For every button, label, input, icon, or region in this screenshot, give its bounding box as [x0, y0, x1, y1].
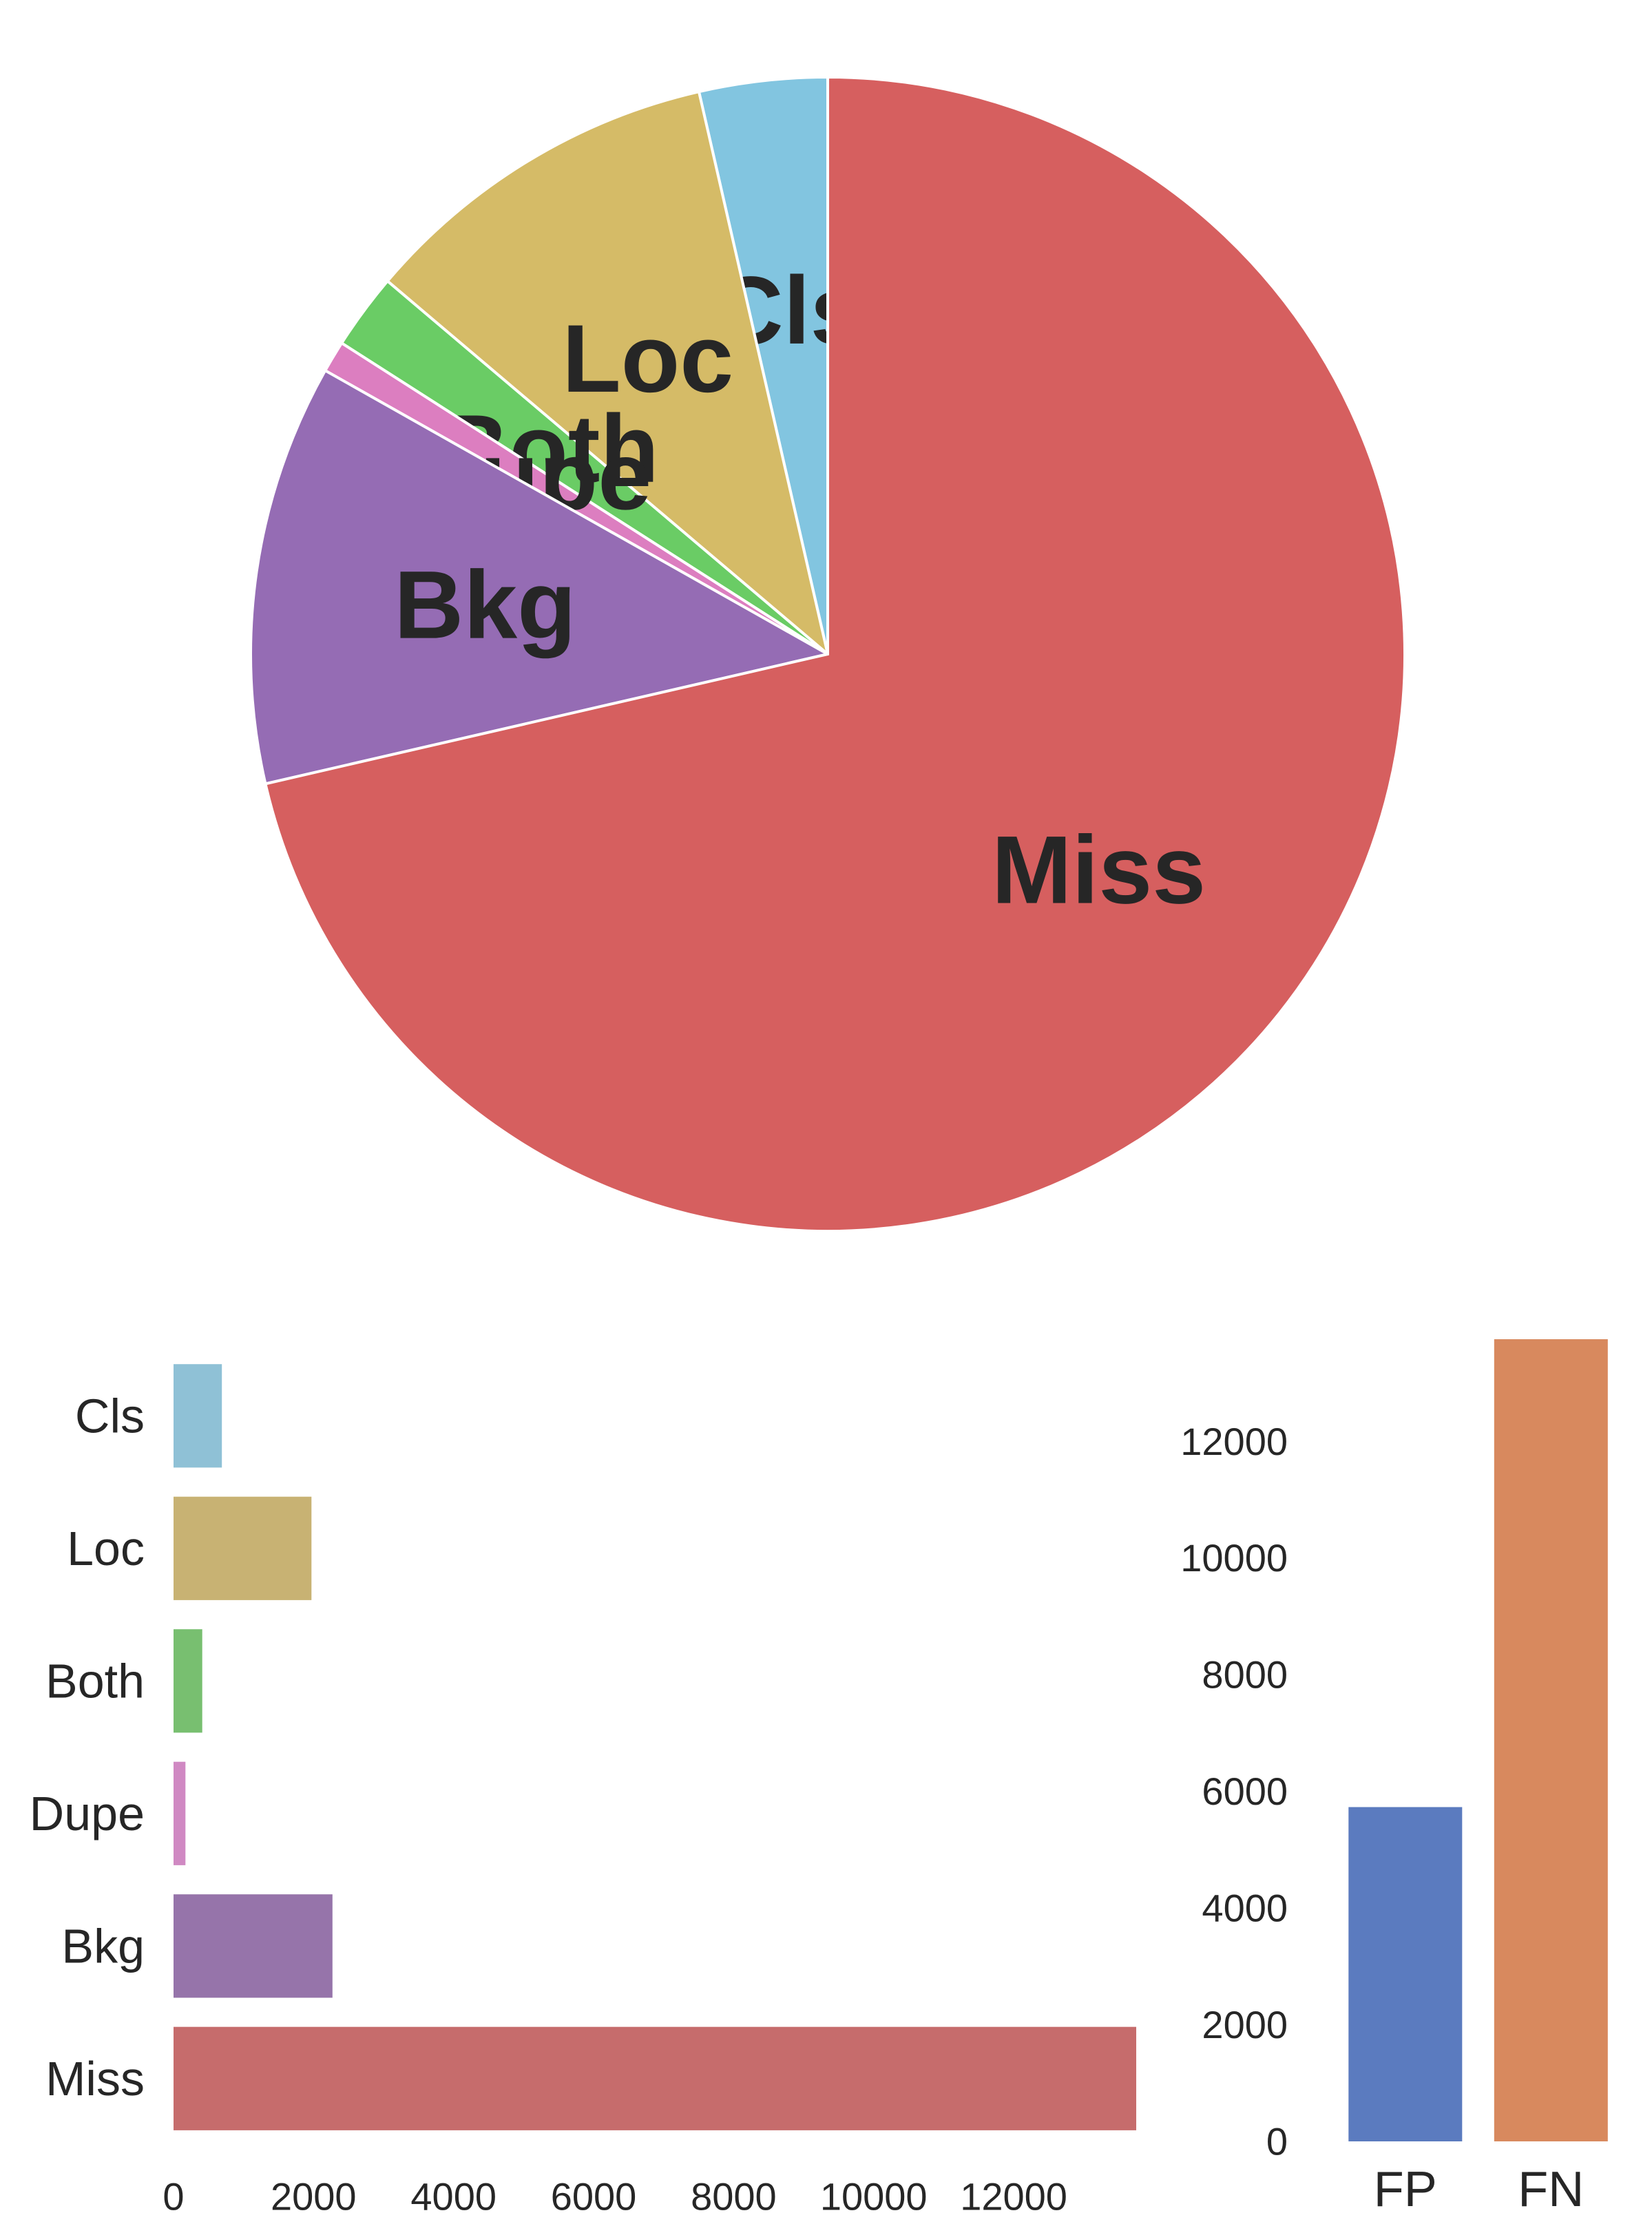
hbar-x-tick-label: 12000 [960, 2175, 1067, 2218]
hbar-category-label-cls: Cls [75, 1389, 145, 1443]
vertical-bar-chart: FP FN 0 2000 4000 6000 8000 10000 12000 [1180, 1339, 1608, 2217]
hbar-x-tick-label: 6000 [551, 2175, 637, 2218]
hbar-x-tick-label: 2000 [271, 2175, 357, 2218]
pie-slice-miss [264, 75, 1406, 1232]
hbar-x-tick-label: 4000 [410, 2175, 496, 2218]
vbar-fn [1494, 1339, 1608, 2141]
hbar-cls [174, 1364, 222, 1468]
hbar-dupe [174, 1761, 186, 1865]
hbar-both [174, 1629, 202, 1733]
hbar-category-label-miss: Miss [45, 2052, 145, 2106]
vbar-y-tick-label: 4000 [1202, 1887, 1288, 1930]
vbar-y-tick-label: 8000 [1202, 1653, 1288, 1697]
hbar-x-tick-label: 8000 [691, 2175, 777, 2218]
hbar-loc [174, 1496, 312, 1600]
vbar-category-label-fp: FP [1374, 2162, 1437, 2217]
pie-slice-bkg [249, 368, 832, 786]
pie-label-miss: Miss [992, 816, 1206, 924]
pie-label-bkg: Bkg [394, 551, 576, 659]
vbar-y-tick-label: 2000 [1202, 2003, 1288, 2046]
hbar-category-label-loc: Loc [67, 1522, 145, 1575]
hbar-x-tick-label: 10000 [820, 2175, 928, 2218]
vbar-y-tick-label: 10000 [1180, 1536, 1288, 1580]
vbar-fp [1348, 1807, 1463, 2141]
vbar-y-tick-label: 6000 [1202, 1770, 1288, 1813]
hbar-bkg [174, 1894, 333, 1998]
pie-slice-loc [385, 90, 830, 658]
horizontal-bar-chart: Cls Loc Both Dupe Bkg Miss 0 2000 4000 6000 8000 10… [30, 1364, 1136, 2218]
hbar-category-label-bkg: Bkg [61, 1919, 145, 1973]
hbar-miss [174, 2026, 1136, 2130]
vbar-y-tick-label: 0 [1266, 2120, 1288, 2163]
hbar-category-label-both: Both [45, 1654, 145, 1708]
pie-label-loc: Loc [562, 304, 733, 412]
hbar-x-tick-label: 0 [163, 2175, 184, 2218]
vbar-category-label-fn: FN [1518, 2162, 1584, 2217]
vbar-y-tick-label: 12000 [1180, 1420, 1288, 1463]
hbar-category-label-dupe: Dupe [30, 1787, 145, 1840]
